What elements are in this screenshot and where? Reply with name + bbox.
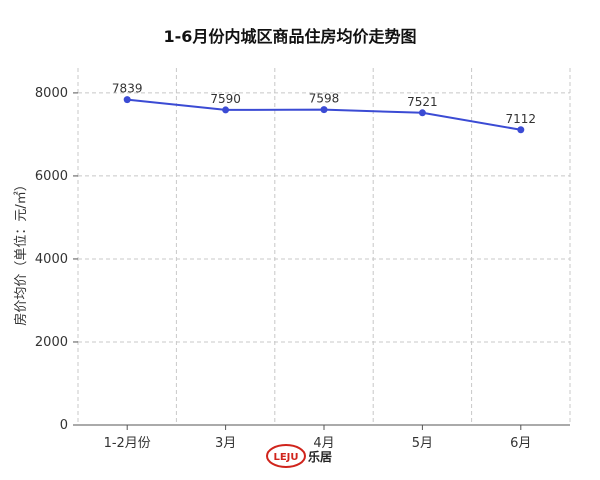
leju-name: 乐居 [308,449,332,464]
data-label: 7112 [506,112,537,126]
data-point [320,106,328,114]
leju-logo-icon [266,444,306,468]
leju-logo-text: LEJU [273,452,298,463]
data-label: 7839 [112,82,143,96]
data-label: 7598 [309,92,340,106]
y-tick-label: 2000 [35,335,68,350]
leju-watermark: LEJU 乐居 [266,444,332,468]
x-tick-label: 4月 [313,436,334,451]
x-tick-label: 5月 [412,436,433,451]
data-point [418,109,426,117]
data-label: 7590 [210,92,241,106]
data-label: 7521 [407,95,438,109]
y-tick-label: 8000 [35,86,68,101]
grid [77,68,571,425]
axes: 0 2000 4000 6000 8000 1-2月份 3月 4月 5月 6月 [35,86,570,451]
data-point [123,96,131,104]
y-tick-label: 4000 [35,252,68,267]
chart-title: 1-6月份内城区商品住房均价走势图 [164,27,417,46]
x-tick-label: 3月 [215,436,236,451]
data-point [517,126,525,134]
y-tick-label: 0 [60,418,68,433]
x-tick-label: 1-2月份 [104,436,151,451]
series: 7839 7590 7598 7521 7112 [112,82,536,134]
data-point [222,106,230,114]
y-axis-title: 房价均价（单位：元/㎡） [13,178,29,325]
x-tick-label: 6月 [510,436,531,451]
y-tick-label: 6000 [35,169,68,184]
